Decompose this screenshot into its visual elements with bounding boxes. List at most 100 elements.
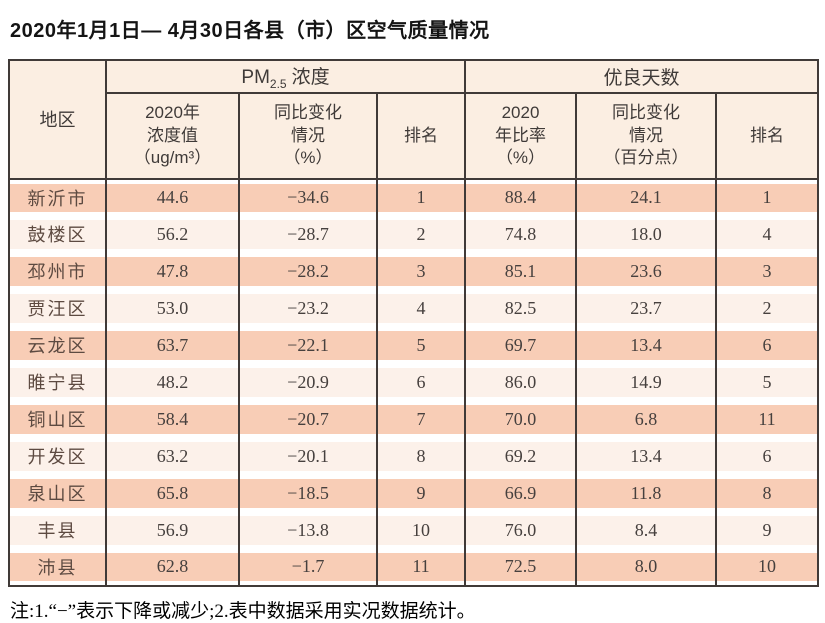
pm-value-cell: 63.7	[105, 326, 240, 364]
good-change-cell: 13.4	[575, 437, 717, 475]
good-rank-cell: 3	[715, 252, 819, 290]
column-header-pm-rank: 排名	[376, 92, 466, 180]
table-row: 鼓楼区 56.2 −28.7 2 74.8 18.0 4	[8, 215, 819, 253]
pm-change-cell: −18.5	[238, 474, 378, 512]
good-rank-cell: 2	[715, 289, 819, 327]
pm-change-cell: −20.7	[238, 400, 378, 438]
region-cell: 新沂市	[8, 178, 107, 216]
good-change-cell: 24.1	[575, 178, 717, 216]
good-rank-cell: 4	[715, 215, 819, 253]
pm25-label-subscript: 2.5	[269, 76, 287, 91]
region-cell: 沛县	[8, 548, 107, 586]
good-ratio-cell: 74.8	[464, 215, 577, 253]
pm-value-cell: 63.2	[105, 437, 240, 475]
pm-change-cell: −28.2	[238, 252, 378, 290]
pm-change-cell: −23.2	[238, 289, 378, 327]
region-cell: 睢宁县	[8, 363, 107, 401]
good-ratio-cell: 76.0	[464, 511, 577, 549]
pm-value-cell: 65.8	[105, 474, 240, 512]
region-cell: 邳州市	[8, 252, 107, 290]
column-header-good-change: 同比变化 情况 （百分点）	[575, 92, 717, 180]
pm-value-cell: 56.9	[105, 511, 240, 549]
good-ratio-cell: 88.4	[464, 178, 577, 216]
good-change-cell: 14.9	[575, 363, 717, 401]
good-rank-cell: 5	[715, 363, 819, 401]
good-change-cell: 6.8	[575, 400, 717, 438]
pm-value-cell: 62.8	[105, 548, 240, 586]
good-ratio-cell: 86.0	[464, 363, 577, 401]
table-row: 丰县 56.9 −13.8 10 76.0 8.4 9	[8, 511, 819, 549]
good-ratio-cell: 70.0	[464, 400, 577, 438]
region-cell: 丰县	[8, 511, 107, 549]
column-header-pm-value: 2020年 浓度值 （ug/m³）	[105, 92, 240, 180]
table-body: 新沂市 44.6 −34.6 1 88.4 24.1 1 鼓楼区 56.2 −2…	[8, 178, 819, 586]
pm-change-cell: −22.1	[238, 326, 378, 364]
good-rank-cell: 11	[715, 400, 819, 438]
pm-rank-cell: 2	[376, 215, 466, 253]
good-ratio-cell: 66.9	[464, 474, 577, 512]
good-rank-cell: 6	[715, 326, 819, 364]
pm-rank-cell: 7	[376, 400, 466, 438]
pm-rank-cell: 9	[376, 474, 466, 512]
table-row: 新沂市 44.6 −34.6 1 88.4 24.1 1	[8, 178, 819, 216]
pm-rank-cell: 8	[376, 437, 466, 475]
good-rank-cell: 6	[715, 437, 819, 475]
table-row: 铜山区 58.4 −20.7 7 70.0 6.8 11	[8, 400, 819, 438]
pm-rank-cell: 4	[376, 289, 466, 327]
table-header: 地区 PM2.5 浓度 优良天数 2020年 浓度值 （ug/m³） 同比变化 情…	[8, 60, 819, 180]
good-change-cell: 18.0	[575, 215, 717, 253]
region-cell: 云龙区	[8, 326, 107, 364]
pm-change-cell: −20.1	[238, 437, 378, 475]
column-header-good-rank: 排名	[715, 92, 819, 180]
pm-change-cell: −13.8	[238, 511, 378, 549]
column-header-region: 地区	[8, 60, 107, 180]
good-rank-cell: 8	[715, 474, 819, 512]
good-ratio-cell: 72.5	[464, 548, 577, 586]
region-cell: 开发区	[8, 437, 107, 475]
page-title: 2020年1月1日— 4月30日各县（市）区空气质量情况	[10, 20, 490, 42]
pm-value-cell: 47.8	[105, 252, 240, 290]
column-group-good-days: 优良天数	[464, 60, 819, 94]
table-row: 泉山区 65.8 −18.5 9 66.9 11.8 8	[8, 474, 819, 512]
good-change-cell: 11.8	[575, 474, 717, 512]
region-cell: 铜山区	[8, 400, 107, 438]
region-cell: 鼓楼区	[8, 215, 107, 253]
pm-rank-cell: 5	[376, 326, 466, 364]
pm25-label-suffix: 浓度	[291, 67, 330, 88]
table-row: 贾汪区 53.0 −23.2 4 82.5 23.7 2	[8, 289, 819, 327]
good-rank-cell: 10	[715, 548, 819, 586]
good-ratio-cell: 69.2	[464, 437, 577, 475]
air-quality-table: 地区 PM2.5 浓度 优良天数 2020年 浓度值 （ug/m³） 同比变化 情…	[8, 59, 819, 587]
good-change-cell: 8.0	[575, 548, 717, 586]
pm-change-cell: −20.9	[238, 363, 378, 401]
pm-change-cell: −34.6	[238, 178, 378, 216]
region-cell: 贾汪区	[8, 289, 107, 327]
good-ratio-cell: 82.5	[464, 289, 577, 327]
good-change-cell: 8.4	[575, 511, 717, 549]
pm-rank-cell: 11	[376, 548, 466, 586]
good-change-cell: 23.6	[575, 252, 717, 290]
good-change-cell: 23.7	[575, 289, 717, 327]
pm-value-cell: 56.2	[105, 215, 240, 253]
table-row: 沛县 62.8 −1.7 11 72.5 8.0 10	[8, 548, 819, 586]
good-change-cell: 13.4	[575, 326, 717, 364]
table-row: 开发区 63.2 −20.1 8 69.2 13.4 6	[8, 437, 819, 475]
group-header-row: 地区 PM2.5 浓度 优良天数	[8, 60, 819, 180]
pm-rank-cell: 3	[376, 252, 466, 290]
pm-value-cell: 53.0	[105, 289, 240, 327]
footnote: 注:1.“−”表示下降或减少;2.表中数据采用实况数据统计。	[10, 600, 476, 622]
good-rank-cell: 1	[715, 178, 819, 216]
column-header-pm-change: 同比变化 情况 （%）	[238, 92, 378, 180]
region-cell: 泉山区	[8, 474, 107, 512]
pm25-label-prefix: PM	[241, 67, 270, 88]
table-row: 邳州市 47.8 −28.2 3 85.1 23.6 3	[8, 252, 819, 290]
pm-value-cell: 58.4	[105, 400, 240, 438]
pm-value-cell: 44.6	[105, 178, 240, 216]
pm-value-cell: 48.2	[105, 363, 240, 401]
column-group-pm25: PM2.5 浓度	[105, 60, 466, 94]
table-row: 云龙区 63.7 −22.1 5 69.7 13.4 6	[8, 326, 819, 364]
column-header-good-ratio: 2020 年比率 （%）	[464, 92, 577, 180]
good-ratio-cell: 69.7	[464, 326, 577, 364]
pm-change-cell: −28.7	[238, 215, 378, 253]
